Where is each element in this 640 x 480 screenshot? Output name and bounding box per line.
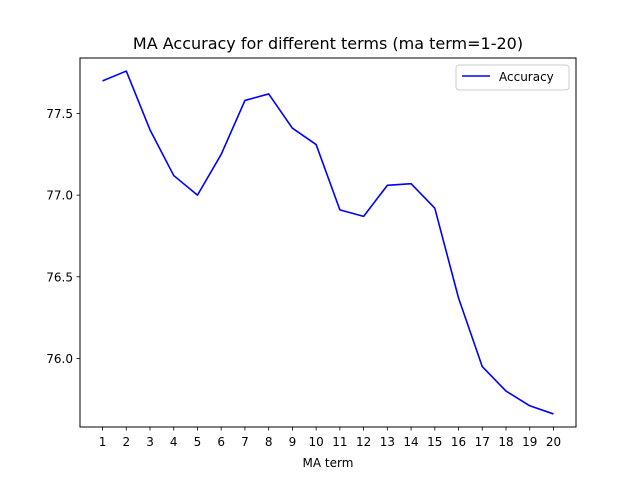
x-tick-label: 17 (475, 435, 490, 449)
y-tick-label: 77.5 (46, 107, 73, 121)
series-line-accuracy (102, 70, 554, 415)
y-tick-label: 77.0 (46, 189, 73, 203)
x-tick-label: 20 (546, 435, 561, 449)
x-tick-label: 16 (451, 435, 466, 449)
x-tick-label: 1 (99, 435, 107, 449)
ticks-layer: 1 2 3 4 5 6 7 8 9 10 11 12 13 14 15 16 17 18 19 2076.076.57… (46, 107, 561, 449)
x-tick-label: 12 (356, 435, 371, 449)
x-tick-label: 14 (403, 435, 418, 449)
x-tick-label: 3 (146, 435, 154, 449)
chart-title: MA Accuracy for different terms (ma term… (133, 34, 523, 53)
y-tick-label: 76.0 (46, 352, 73, 366)
x-tick-label: 2 (122, 435, 130, 449)
x-tick-label: 6 (217, 435, 225, 449)
x-tick-label: 7 (241, 435, 249, 449)
x-tick-label: 18 (498, 435, 513, 449)
x-tick-label: 5 (194, 435, 202, 449)
legend-box (455, 64, 570, 91)
x-tick-label: 9 (289, 435, 297, 449)
y-tick-label: 76.5 (46, 270, 73, 284)
legend: Accuracy (455, 64, 570, 91)
plot-frame (79, 57, 577, 428)
x-tick-label: 10 (308, 435, 323, 449)
x-tick-label: 15 (427, 435, 442, 449)
x-tick-label: 8 (265, 435, 273, 449)
x-tick-label: 13 (380, 435, 395, 449)
x-tick-label: 19 (522, 435, 537, 449)
x-tick-label: 11 (332, 435, 347, 449)
legend-label: Accuracy (499, 70, 554, 84)
x-tick-label: 4 (170, 435, 178, 449)
x-axis-label: MA term (303, 456, 354, 470)
